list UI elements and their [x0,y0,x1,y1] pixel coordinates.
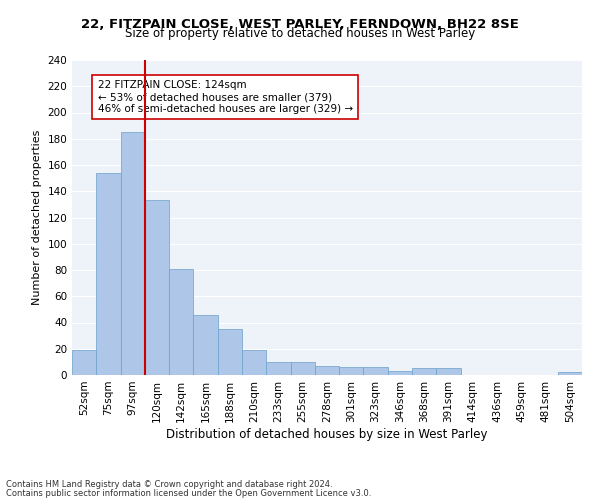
Bar [121,132,145,375]
Bar [193,314,218,375]
Bar [290,362,315,375]
Bar [242,350,266,375]
Bar [339,367,364,375]
Bar [558,372,582,375]
Text: 22, FITZPAIN CLOSE, WEST PARLEY, FERNDOWN, BH22 8SE: 22, FITZPAIN CLOSE, WEST PARLEY, FERNDOW… [81,18,519,30]
Text: Contains HM Land Registry data © Crown copyright and database right 2024.: Contains HM Land Registry data © Crown c… [6,480,332,489]
Bar [266,362,290,375]
Bar [315,366,339,375]
Bar [412,368,436,375]
Bar [72,350,96,375]
Bar [96,173,121,375]
Bar [169,268,193,375]
Y-axis label: Number of detached properties: Number of detached properties [32,130,42,305]
X-axis label: Distribution of detached houses by size in West Parley: Distribution of detached houses by size … [166,428,488,440]
Bar [436,368,461,375]
Bar [145,200,169,375]
Text: Contains public sector information licensed under the Open Government Licence v3: Contains public sector information licen… [6,488,371,498]
Bar [218,329,242,375]
Text: 22 FITZPAIN CLOSE: 124sqm
← 53% of detached houses are smaller (379)
46% of semi: 22 FITZPAIN CLOSE: 124sqm ← 53% of detac… [97,80,353,114]
Text: Size of property relative to detached houses in West Parley: Size of property relative to detached ho… [125,28,475,40]
Bar [388,371,412,375]
Bar [364,367,388,375]
